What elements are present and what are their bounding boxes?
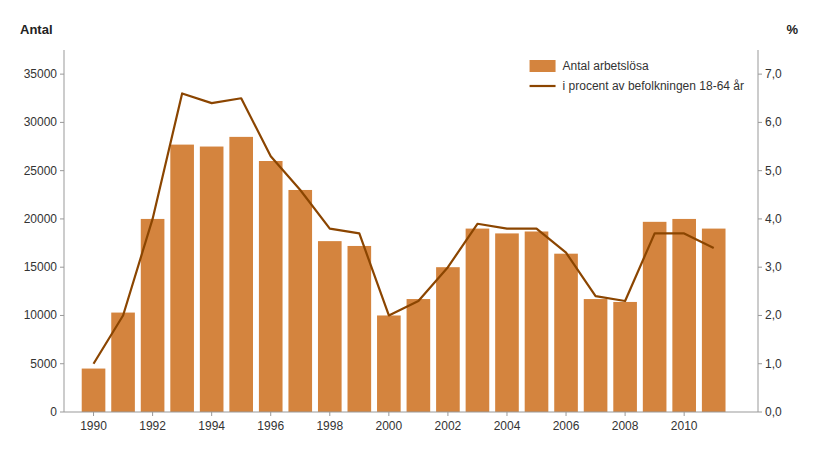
y-tick (60, 170, 64, 171)
y2-tick (758, 315, 762, 316)
bar (288, 190, 312, 412)
y2-tick (758, 267, 762, 268)
y2-tick (758, 122, 762, 123)
x-tick-label: 1998 (316, 419, 343, 433)
bar (613, 302, 637, 412)
x-tick-label: 1992 (139, 419, 166, 433)
y-tick-label: 20000 (24, 212, 58, 226)
x-tick (93, 412, 94, 416)
x-tick (566, 412, 567, 416)
y2-tick-label: 2,0 (765, 308, 782, 322)
bar (525, 231, 549, 412)
bar (495, 233, 519, 412)
y2-tick-label: 4,0 (765, 212, 782, 226)
legend-label: i procent av befolkningen 18-64 år (563, 79, 744, 93)
bar (466, 229, 490, 412)
y-tick (60, 122, 64, 123)
y2-tick-label: 5,0 (765, 164, 782, 178)
bar (318, 241, 342, 412)
legend-item: i procent av befolkningen 18-64 år (530, 79, 744, 93)
bar (584, 299, 608, 412)
x-tick (388, 412, 389, 416)
y-tick-label: 35000 (24, 67, 58, 81)
x-tick (152, 412, 153, 416)
legend-swatch (530, 60, 556, 72)
bar (407, 299, 431, 412)
y2-tick-label: 6,0 (765, 115, 782, 129)
y2-tick-label: 0,0 (765, 405, 782, 419)
y2-tick-label: 7,0 (765, 67, 782, 81)
x-tick-label: 1994 (198, 419, 225, 433)
x-tick (506, 412, 507, 416)
y2-axis-line (758, 50, 759, 412)
bar (170, 145, 194, 412)
y-tick-label: 5000 (30, 357, 57, 371)
y-tick (60, 267, 64, 268)
y2-tick (758, 170, 762, 171)
y-tick (60, 363, 64, 364)
x-tick-label: 2008 (612, 419, 639, 433)
x-tick (211, 412, 212, 416)
y-tick (60, 218, 64, 219)
y2-tick (758, 74, 762, 75)
legend-item: Antal arbetslösa (530, 59, 649, 73)
x-tick (625, 412, 626, 416)
x-tick-label: 2002 (435, 419, 462, 433)
legend-swatch (530, 85, 556, 87)
x-tick-label: 2006 (553, 419, 580, 433)
x-axis-line (64, 412, 758, 413)
y-axis-line (64, 50, 65, 412)
bar (229, 137, 253, 412)
y2-tick-label: 3,0 (765, 260, 782, 274)
y-tick (60, 74, 64, 75)
bar (200, 147, 224, 412)
y2-tick (758, 363, 762, 364)
line (94, 93, 714, 363)
x-tick-label: 2000 (375, 419, 402, 433)
y-tick-label: 30000 (24, 115, 58, 129)
y-tick-label: 10000 (24, 308, 58, 322)
y2-tick-label: 1,0 (765, 357, 782, 371)
x-tick-label: 1990 (80, 419, 107, 433)
y-tick (60, 315, 64, 316)
y2-tick (758, 412, 762, 413)
y-axis-label: Antal (20, 22, 53, 37)
bar (82, 369, 106, 412)
x-tick (447, 412, 448, 416)
legend: Antal arbetslösa i procent av befolkninge… (530, 59, 744, 93)
data-area (82, 93, 726, 412)
bar (348, 246, 372, 412)
bar (702, 229, 726, 412)
y-tick-label: 0 (50, 405, 57, 419)
chart: 1990 1992 1994 1996 1998 2000 2002 2004 2006 2008… (0, 0, 816, 450)
x-tick (329, 412, 330, 416)
x-tick (684, 412, 685, 416)
bar (554, 254, 578, 412)
bar (436, 267, 460, 412)
bar (377, 315, 401, 412)
x-tick-label: 1996 (257, 419, 284, 433)
axes: 1990 1992 1994 1996 1998 2000 2002 2004 2006 2008… (24, 50, 782, 433)
legend-label: Antal arbetslösa (563, 59, 649, 73)
bar (259, 161, 283, 412)
y-tick-label: 15000 (24, 260, 58, 274)
bar (672, 219, 696, 412)
y-tick (60, 412, 64, 413)
y2-tick (758, 218, 762, 219)
y2-axis-label: % (786, 22, 798, 37)
x-tick-label: 2010 (671, 419, 698, 433)
y-tick-label: 25000 (24, 164, 58, 178)
x-tick (270, 412, 271, 416)
x-tick-label: 2004 (494, 419, 521, 433)
